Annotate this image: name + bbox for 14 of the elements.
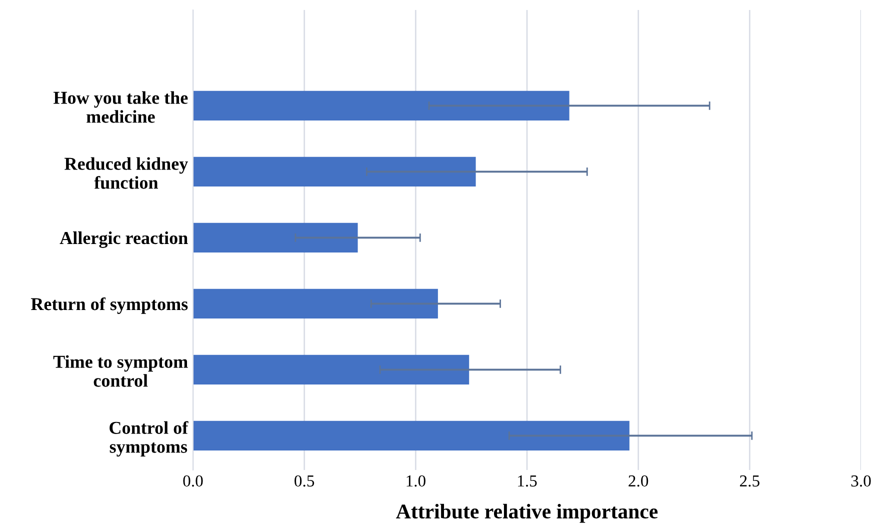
x-tick-label: 3.0: [851, 475, 871, 487]
x-tick-label: 0.5: [294, 475, 314, 487]
y-tick-label: Return of symptoms: [30, 297, 188, 314]
y-tick-label: Reduced kidney function: [64, 157, 188, 189]
x-tick-label: 2.0: [628, 475, 648, 487]
x-axis-title: Attribute relative importance: [396, 504, 658, 523]
x-tick-label: 1.5: [518, 475, 537, 487]
y-tick-label: Control of symptoms: [110, 421, 188, 457]
x-tick-label: 2.5: [740, 475, 760, 487]
x-tick-label: 1.0: [406, 475, 426, 487]
y-tick-label: How you take the medicine: [54, 91, 188, 123]
x-tick-label: 0.0: [183, 475, 203, 487]
y-tick-label: Allergic reaction: [60, 231, 188, 248]
y-tick-label: Time to symptom control: [53, 355, 188, 387]
